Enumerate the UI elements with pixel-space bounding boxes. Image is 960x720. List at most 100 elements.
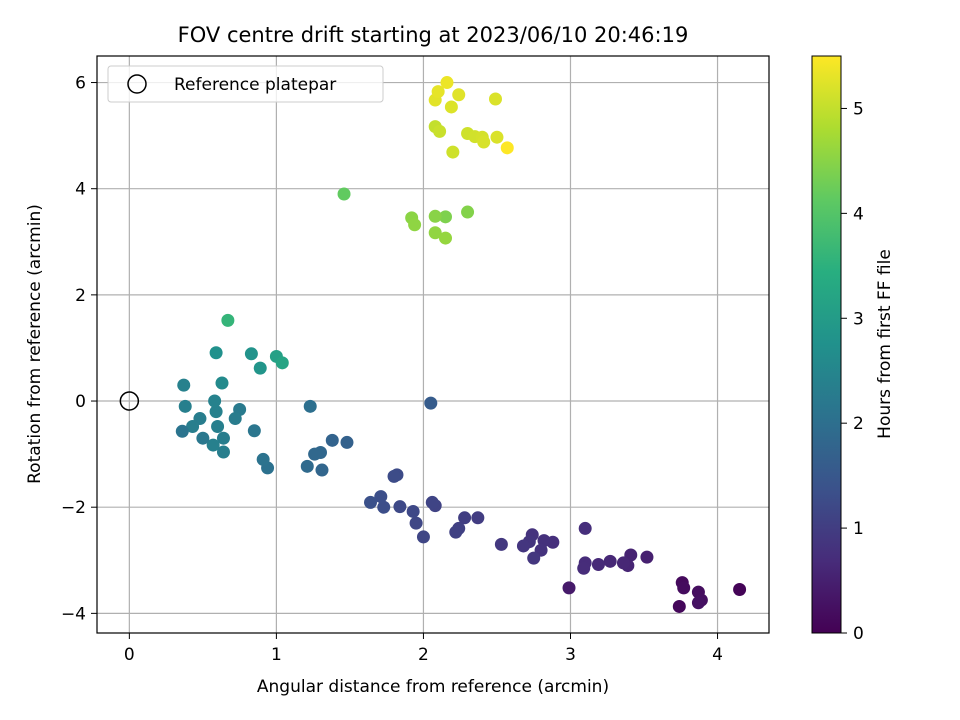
colorbar-gradient bbox=[811, 55, 842, 634]
scatter-point bbox=[186, 420, 200, 434]
scatter-point bbox=[471, 511, 485, 525]
scatter-point bbox=[461, 205, 475, 219]
scatter-point bbox=[300, 459, 314, 473]
y-tick-label: 4 bbox=[75, 180, 86, 200]
scatter-point bbox=[340, 435, 354, 449]
plot-frame bbox=[96, 55, 770, 634]
x-tick-label: 1 bbox=[271, 645, 282, 665]
scatter-point bbox=[431, 85, 445, 99]
scatter-point bbox=[677, 581, 691, 595]
colorbar-tick-label: 1 bbox=[853, 519, 864, 539]
scatter-point bbox=[490, 130, 504, 144]
y-tick-label: 6 bbox=[75, 74, 86, 94]
y-axis-ticks: −4 −2 0 2 4 6 bbox=[61, 74, 97, 624]
scatter-point bbox=[221, 313, 235, 327]
scatter-point bbox=[577, 561, 591, 575]
y-tick-label: 2 bbox=[75, 286, 86, 306]
scatter-point bbox=[196, 431, 210, 445]
scatter-point bbox=[209, 405, 223, 419]
x-tick-label: 2 bbox=[418, 645, 429, 665]
scatter-point bbox=[275, 356, 289, 370]
scatter-point bbox=[616, 556, 630, 570]
scatter-point bbox=[209, 346, 223, 360]
scatter-point bbox=[177, 378, 191, 392]
grid bbox=[97, 56, 769, 633]
colorbar-tick-label: 0 bbox=[853, 624, 864, 644]
scatter-point bbox=[494, 537, 508, 551]
scatter-point bbox=[640, 550, 654, 564]
x-tick-label: 4 bbox=[712, 645, 723, 665]
x-tick-label: 3 bbox=[565, 645, 576, 665]
scatter-point bbox=[733, 582, 747, 596]
scatter-point bbox=[228, 412, 242, 426]
colorbar: 0 1 2 3 4 5 Hours from first FF file bbox=[811, 55, 895, 644]
x-axis-ticks: 0 1 2 3 4 bbox=[124, 633, 723, 665]
scatter-point bbox=[424, 396, 438, 410]
scatter-point bbox=[691, 596, 705, 610]
colorbar-label: Hours from first FF file bbox=[875, 249, 895, 439]
colorbar-tick-label: 3 bbox=[853, 309, 864, 329]
scatter-point bbox=[516, 539, 530, 553]
scatter-point bbox=[428, 226, 442, 240]
scatter-point bbox=[315, 463, 329, 477]
scatter-point bbox=[253, 361, 267, 375]
scatter-point bbox=[337, 187, 351, 201]
colorbar-tick-label: 5 bbox=[853, 99, 864, 119]
scatter-point bbox=[672, 599, 686, 613]
y-tick-label: −4 bbox=[61, 604, 86, 624]
scatter-point bbox=[215, 376, 229, 390]
x-tick-label: 0 bbox=[124, 645, 135, 665]
scatter-point bbox=[211, 420, 225, 434]
scatter-point bbox=[603, 554, 617, 568]
scatter-point bbox=[393, 500, 407, 514]
y-tick-label: 0 bbox=[75, 392, 86, 412]
scatter-point bbox=[178, 399, 192, 413]
scatter-point bbox=[428, 209, 442, 223]
colorbar-ticks: 0 1 2 3 4 5 bbox=[841, 99, 864, 644]
scatter-point bbox=[247, 424, 261, 438]
colorbar-tick-label: 2 bbox=[853, 414, 864, 434]
scatter-point bbox=[438, 210, 452, 224]
colorbar-tick-label: 4 bbox=[853, 204, 864, 224]
scatter-points bbox=[175, 76, 747, 613]
scatter-point bbox=[409, 516, 423, 530]
scatter-point bbox=[416, 530, 430, 544]
scatter-point bbox=[438, 231, 452, 245]
scatter-point bbox=[308, 447, 322, 461]
legend-open-circle-icon bbox=[127, 74, 147, 94]
scatter-point bbox=[175, 424, 189, 438]
scatter-point bbox=[377, 500, 391, 514]
scatter-point bbox=[591, 558, 605, 572]
y-axis-label: Rotation from reference (arcmin) bbox=[25, 204, 45, 484]
scatter-point bbox=[364, 495, 378, 509]
scatter-point bbox=[444, 100, 458, 114]
legend-box bbox=[107, 65, 384, 103]
scatter-point bbox=[206, 438, 220, 452]
y-tick-label: −2 bbox=[61, 498, 86, 518]
scatter-point bbox=[452, 88, 466, 102]
scatter-point bbox=[562, 581, 576, 595]
scatter-point bbox=[425, 495, 439, 509]
scatter-point bbox=[256, 452, 270, 466]
scatter-point bbox=[527, 551, 541, 565]
reference-platepar-marker bbox=[119, 391, 140, 411]
scatter-point bbox=[446, 145, 460, 159]
legend-label: Reference platepar bbox=[174, 75, 336, 95]
scatter-point bbox=[578, 521, 592, 535]
x-axis-label: Angular distance from reference (arcmin) bbox=[257, 677, 609, 697]
scatter-point bbox=[325, 433, 339, 447]
scatter-point bbox=[488, 92, 502, 106]
scatter-point bbox=[477, 135, 491, 149]
scatter-point bbox=[216, 445, 230, 459]
scatter-point bbox=[406, 504, 420, 518]
scatter-point bbox=[449, 525, 463, 539]
legend: Reference platepar bbox=[107, 65, 384, 103]
scatter-point bbox=[208, 394, 222, 408]
scatter-point bbox=[374, 490, 388, 504]
scatter-point bbox=[303, 399, 317, 413]
scatter-point bbox=[244, 347, 258, 361]
chart-title: FOV centre drift starting at 2023/06/10 … bbox=[178, 23, 689, 47]
scatter-point bbox=[440, 76, 454, 90]
scatter-point bbox=[387, 469, 401, 483]
